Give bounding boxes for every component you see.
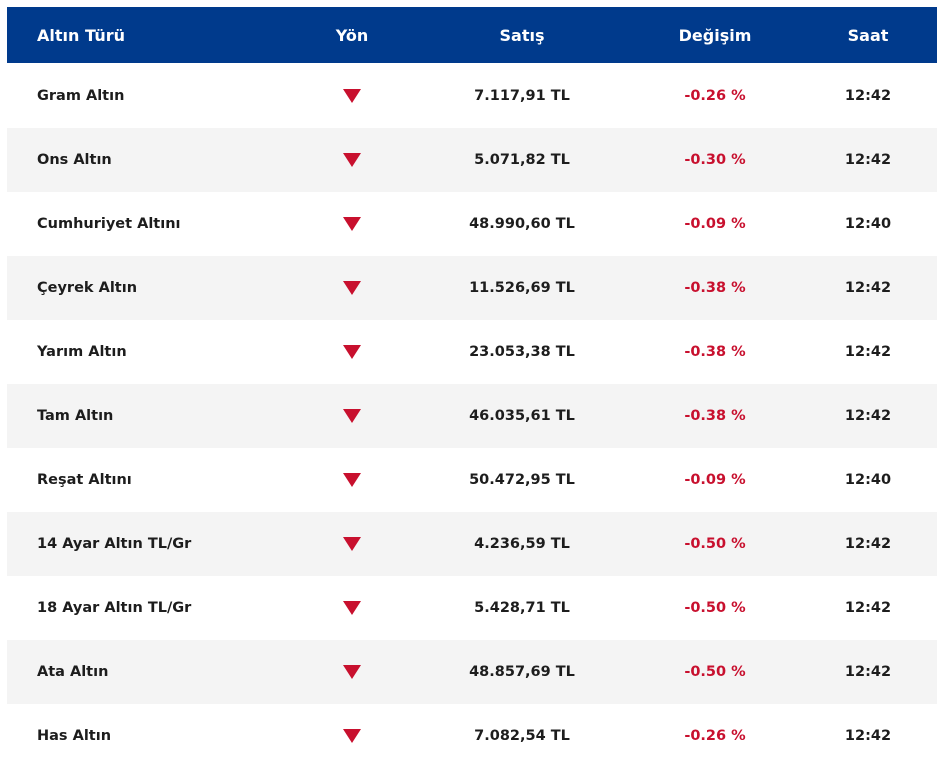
sell-price: 7.117,91 TL xyxy=(474,88,570,104)
table-row: Çeyrek Altın 11.526,69 TL -0.38 % 12:42 xyxy=(7,256,937,320)
down-arrow-shape xyxy=(343,217,361,231)
down-arrow-shape xyxy=(343,601,361,615)
sell-price: 23.053,38 TL xyxy=(469,344,575,360)
down-arrow xyxy=(343,473,361,487)
change: -0.38 % xyxy=(684,344,746,360)
down-arrow-shape xyxy=(343,281,361,295)
table-row: Reşat Altını 50.472,95 TL -0.09 % 12:40 xyxy=(7,448,937,512)
table-row: Ata Altın 48.857,69 TL -0.50 % 12:42 xyxy=(7,640,937,704)
table-row: Has Altın 7.082,54 TL -0.26 % 12:42 xyxy=(7,704,937,768)
header-cell: Yön xyxy=(335,25,369,45)
down-arrow xyxy=(343,409,361,423)
down-arrow-shape xyxy=(343,153,361,167)
time: 12:42 xyxy=(844,600,892,616)
change: -0.26 % xyxy=(684,728,746,744)
change: -0.50 % xyxy=(684,600,746,616)
change: -0.50 % xyxy=(684,664,746,680)
down-arrow xyxy=(343,345,361,359)
gold-type: Çeyrek Altın xyxy=(37,280,138,296)
table-row: Cumhuriyet Altını 48.990,60 TL -0.09 % 12:4… xyxy=(7,192,937,256)
gold-type: 18 Ayar Altın TL/Gr xyxy=(37,600,192,616)
change: -0.26 % xyxy=(684,88,746,104)
table-row: Ons Altın 5.071,82 TL -0.30 % 12:42 xyxy=(7,128,937,192)
sell-price: 5.071,82 TL xyxy=(474,152,570,168)
time: 12:42 xyxy=(844,408,892,424)
down-arrow xyxy=(343,89,361,103)
change: -0.30 % xyxy=(684,152,746,168)
down-arrow xyxy=(343,665,361,679)
time: 12:42 xyxy=(844,664,892,680)
down-arrow-shape xyxy=(343,409,361,423)
table-row: Yarım Altın 23.053,38 TL -0.38 % 12:42 xyxy=(7,320,937,384)
time: 12:42 xyxy=(844,280,892,296)
table-row: Tam Altın 46.035,61 TL -0.38 % 12:42 xyxy=(7,384,937,448)
header-cell: Satış xyxy=(499,25,545,45)
down-arrow xyxy=(343,217,361,231)
down-arrow-shape xyxy=(343,729,361,743)
change: -0.09 % xyxy=(684,216,746,232)
down-arrow-shape xyxy=(343,537,361,551)
time: 12:42 xyxy=(844,344,892,360)
down-arrow xyxy=(343,601,361,615)
table-header: Altın Türü Yön Satış Değişim Saat xyxy=(7,7,937,63)
header-cell: Değişim xyxy=(678,25,752,45)
gold-type: Has Altın xyxy=(37,728,112,744)
table-row: 18 Ayar Altın TL/Gr 5.428,71 TL -0.50 % 12:… xyxy=(7,576,937,640)
header-cell: Saat xyxy=(847,25,889,45)
gold-type: Cumhuriyet Altını xyxy=(37,216,181,232)
gold-type: Gram Altın xyxy=(37,88,125,104)
gold-type: 14 Ayar Altın TL/Gr xyxy=(37,536,192,552)
sell-price: 50.472,95 TL xyxy=(469,472,575,488)
gold-type: Reşat Altını xyxy=(37,472,132,488)
sell-price: 11.526,69 TL xyxy=(469,280,575,296)
down-arrow xyxy=(343,153,361,167)
sell-price: 46.035,61 TL xyxy=(469,408,575,424)
time: 12:40 xyxy=(844,216,892,232)
down-arrow-shape xyxy=(343,89,361,103)
time: 12:42 xyxy=(844,728,892,744)
sell-price: 4.236,59 TL xyxy=(474,536,570,552)
change: -0.38 % xyxy=(684,280,746,296)
gold-type: Ons Altın xyxy=(37,152,112,168)
change: -0.50 % xyxy=(684,536,746,552)
sell-price: 5.428,71 TL xyxy=(474,600,570,616)
header-cell: Altın Türü xyxy=(37,25,126,45)
time: 12:42 xyxy=(844,152,892,168)
down-arrow-shape xyxy=(343,665,361,679)
down-arrow xyxy=(343,537,361,551)
change: -0.09 % xyxy=(684,472,746,488)
table-row: Gram Altın 7.117,91 TL -0.26 % 12:42 xyxy=(7,64,937,128)
gold-type: Yarım Altın xyxy=(37,344,127,360)
gold-type: Ata Altın xyxy=(37,664,109,680)
down-arrow-shape xyxy=(343,345,361,359)
time: 12:42 xyxy=(844,536,892,552)
down-arrow xyxy=(343,281,361,295)
sell-price: 48.857,69 TL xyxy=(469,664,575,680)
time: 12:40 xyxy=(844,472,892,488)
down-arrow-shape xyxy=(343,473,361,487)
time: 12:42 xyxy=(844,88,892,104)
table-row: 14 Ayar Altın TL/Gr 4.236,59 TL -0.50 % 12:… xyxy=(7,512,937,576)
down-arrow xyxy=(343,729,361,743)
gold-type: Tam Altın xyxy=(37,408,114,424)
change: -0.38 % xyxy=(684,408,746,424)
sell-price: 7.082,54 TL xyxy=(474,728,570,744)
sell-price: 48.990,60 TL xyxy=(469,216,575,232)
